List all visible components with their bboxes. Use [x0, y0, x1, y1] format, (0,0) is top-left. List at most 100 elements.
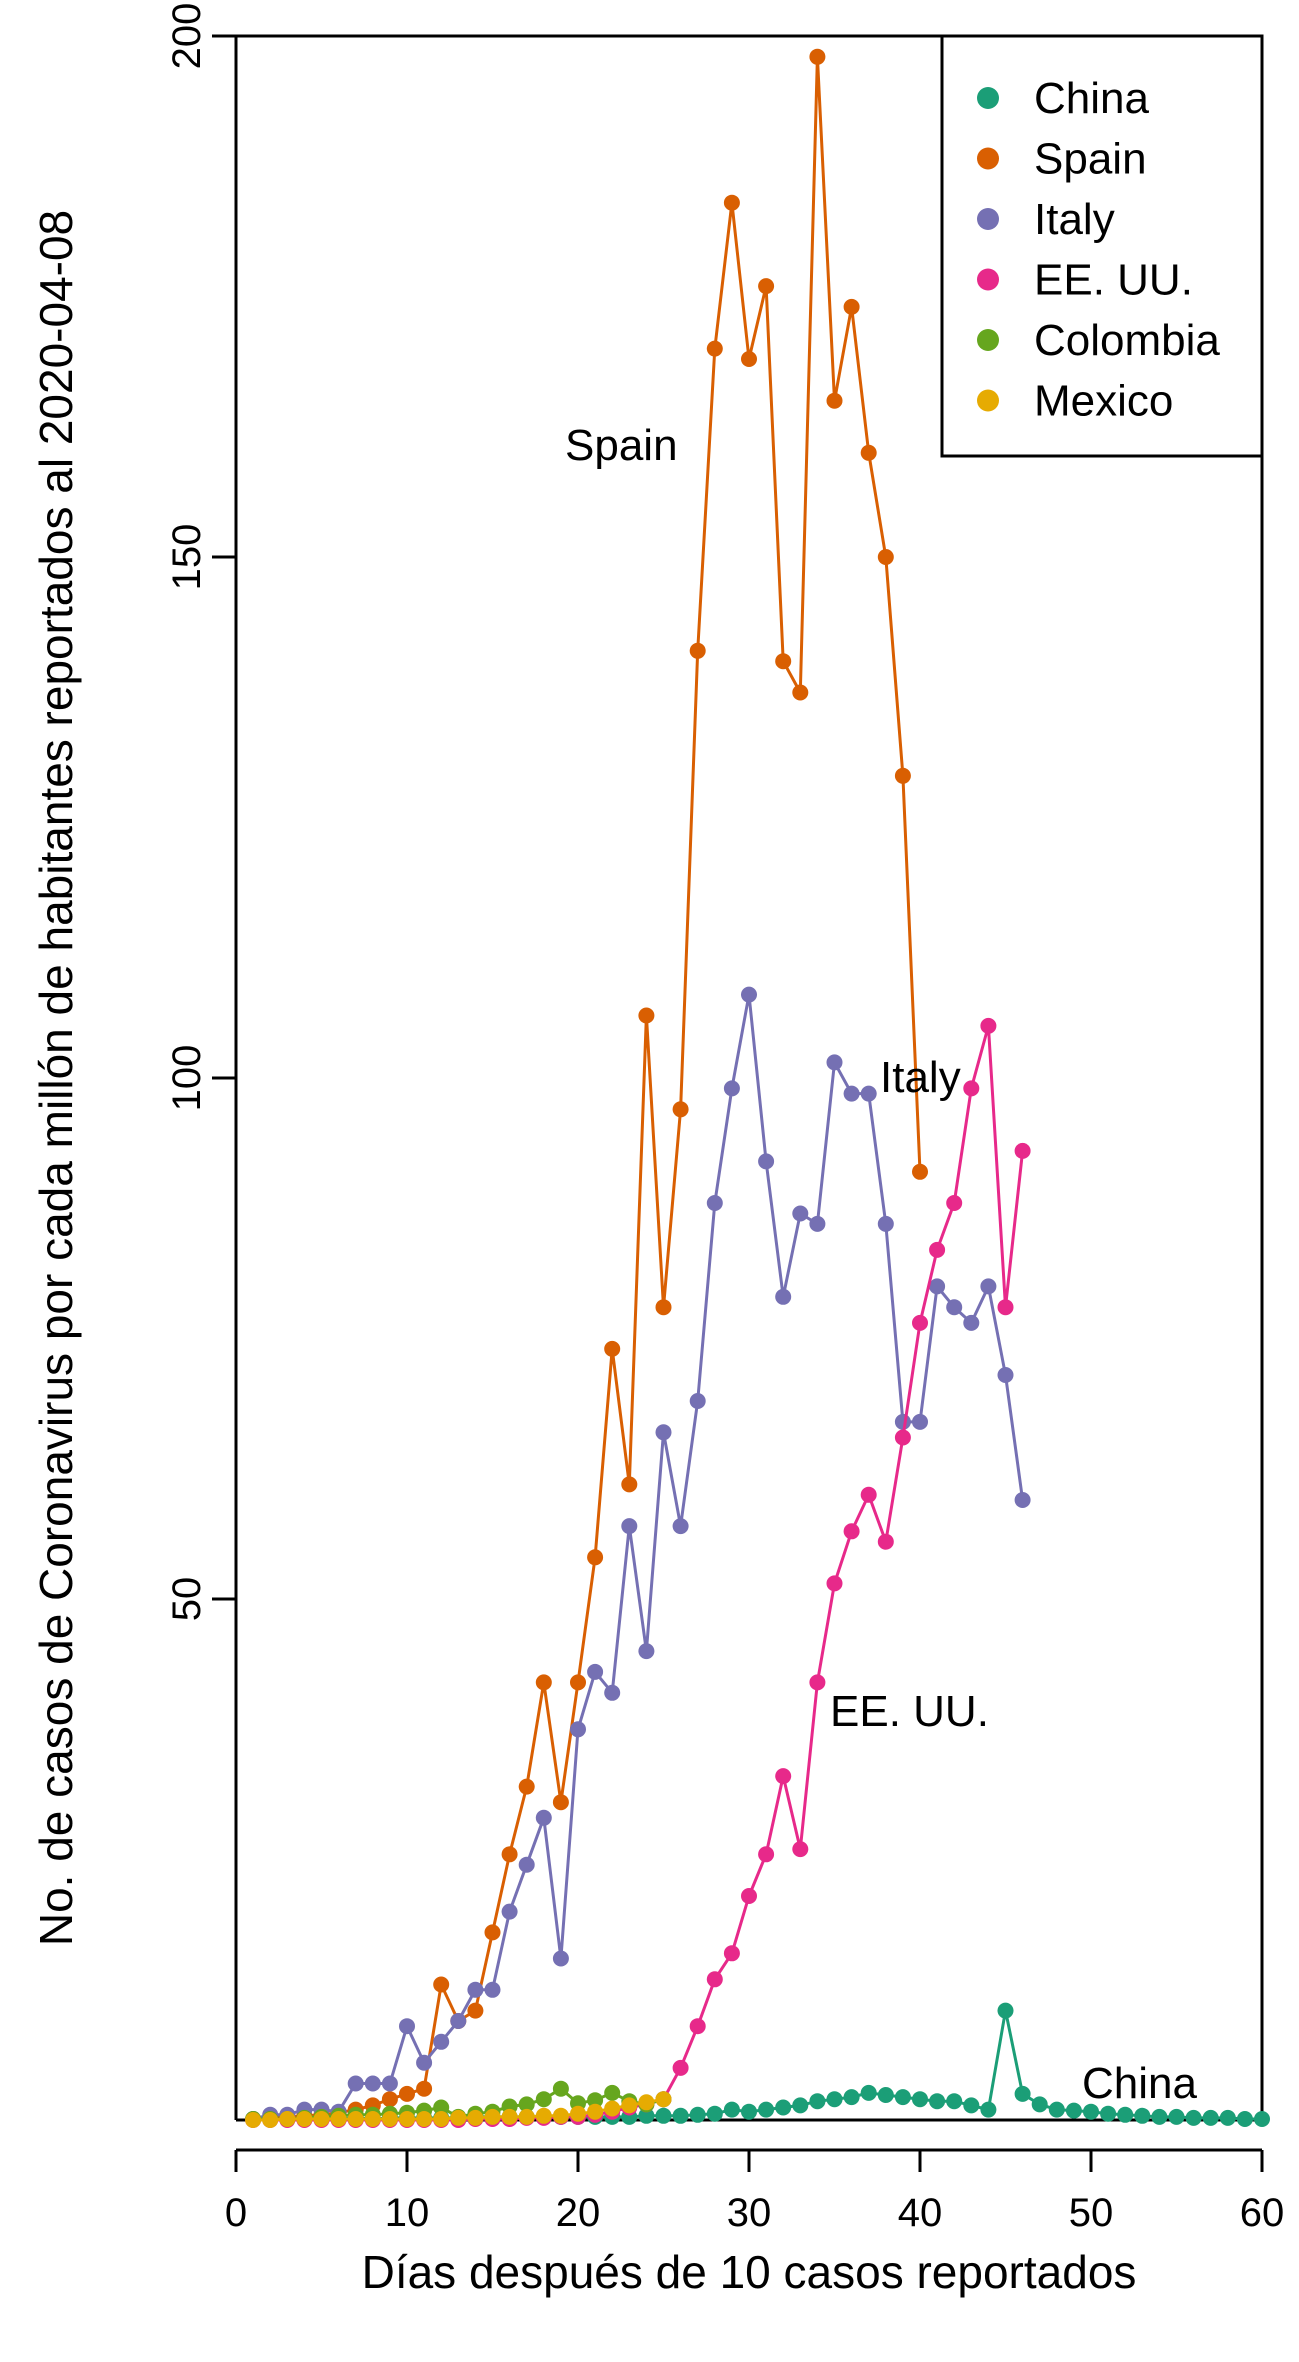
data-point: [1202, 2109, 1219, 2126]
series-label: Italy: [880, 1053, 961, 1102]
data-point: [1151, 2108, 1168, 2125]
series-label: EE. UU.: [830, 1687, 989, 1736]
legend-label: Spain: [1034, 135, 1147, 184]
data-point: [792, 684, 809, 701]
data-point: [621, 1518, 638, 1535]
data-point: [997, 1299, 1014, 1316]
series-line: [252, 994, 1025, 2121]
data-point: [604, 2084, 621, 2101]
data-point: [929, 1241, 946, 1258]
data-point: [1134, 2107, 1151, 2124]
data-point: [450, 2013, 467, 2029]
legend-label: Mexico: [1034, 377, 1173, 426]
data-point: [587, 1549, 604, 1566]
data-point: [946, 1299, 963, 1316]
data-point: [912, 2091, 928, 2108]
data-point: [758, 2101, 775, 2118]
data-point: [723, 1080, 740, 1097]
legend-marker: [977, 389, 999, 412]
data-point: [518, 1778, 535, 1795]
data-point: [1014, 2085, 1031, 2102]
data-point: [843, 1085, 860, 1102]
legend-marker: [977, 87, 999, 109]
data-point: [809, 1674, 826, 1691]
data-point: [997, 2002, 1014, 2019]
data-point: [877, 549, 894, 565]
data-point: [963, 1314, 980, 1331]
data-point: [433, 1976, 450, 1993]
data-point: [604, 1684, 621, 1701]
data-point: [929, 2093, 946, 2110]
data-point: [826, 1575, 843, 1592]
data-point: [997, 1367, 1014, 1383]
data-point: [1014, 1142, 1031, 1159]
series-spain: [245, 48, 928, 2127]
series-ee-uu: [245, 1017, 1031, 2128]
x-tick-label: 40: [898, 2191, 943, 2235]
data-point: [1117, 2106, 1134, 2123]
data-point: [484, 1981, 501, 1998]
data-point: [535, 2091, 552, 2108]
data-point: [741, 1888, 757, 1904]
data-point: [518, 1856, 535, 1873]
data-point: [775, 1288, 792, 1305]
data-point: [279, 2111, 296, 2127]
legend-marker: [977, 268, 999, 291]
data-point: [381, 2111, 398, 2127]
data-point: [501, 1846, 518, 1863]
x-tick-label: 50: [1069, 2191, 1114, 2235]
data-point: [467, 2109, 484, 2126]
data-point: [860, 1085, 877, 1102]
data-point: [638, 2094, 655, 2111]
data-point: [706, 2105, 723, 2122]
data-point: [980, 1278, 997, 1295]
data-point: [1048, 2101, 1065, 2118]
data-point: [775, 2099, 792, 2116]
data-point: [535, 2107, 552, 2124]
data-point: [1014, 1492, 1031, 1508]
data-point: [775, 653, 792, 670]
data-point: [570, 1674, 586, 1691]
x-axis-title: Días después de 10 casos reportados: [362, 2246, 1137, 2298]
data-point: [741, 351, 757, 367]
legend: China Spain Italy EE. UU. Colombia Mexico: [940, 34, 1264, 458]
data-point: [433, 2033, 450, 2050]
data-point: [723, 194, 740, 211]
data-point: [655, 2091, 672, 2108]
data-point: [638, 1643, 655, 1660]
data-point: [450, 2109, 467, 2126]
data-point: [689, 2106, 706, 2123]
data-point: [570, 2105, 586, 2122]
axes-layer: 0 10 20 30 40 50 60 50 100 150 200 Días después de …: [30, 3, 1284, 2298]
data-point: [552, 2107, 569, 2124]
data-point: [621, 1476, 638, 1493]
data-point: [535, 1809, 552, 1826]
data-point: [843, 298, 860, 315]
data-point: [638, 2107, 655, 2124]
data-point: [877, 1533, 894, 1550]
data-point: [672, 1101, 689, 1118]
series-mexico: [245, 2091, 672, 2128]
data-point: [655, 1299, 672, 1316]
data-point: [860, 2084, 877, 2101]
data-point: [638, 1007, 655, 1024]
data-point: [518, 2108, 535, 2125]
data-point: [535, 1674, 552, 1691]
data-point: [775, 1768, 792, 1785]
data-point: [741, 2103, 757, 2120]
data-point: [262, 2112, 279, 2128]
data-point: [843, 2089, 860, 2106]
data-point: [381, 2091, 398, 2108]
data-point: [912, 1314, 928, 1331]
legend-marker: [977, 329, 999, 351]
data-point: [843, 1523, 860, 1540]
data-point: [587, 1663, 604, 1680]
x-tick-label: 30: [727, 2191, 772, 2235]
data-point: [245, 2112, 262, 2128]
data-point: [552, 1950, 569, 1967]
data-point: [518, 2096, 535, 2113]
data-point: [399, 2085, 415, 2102]
data-point: [1168, 2108, 1185, 2125]
data-point: [706, 340, 723, 357]
